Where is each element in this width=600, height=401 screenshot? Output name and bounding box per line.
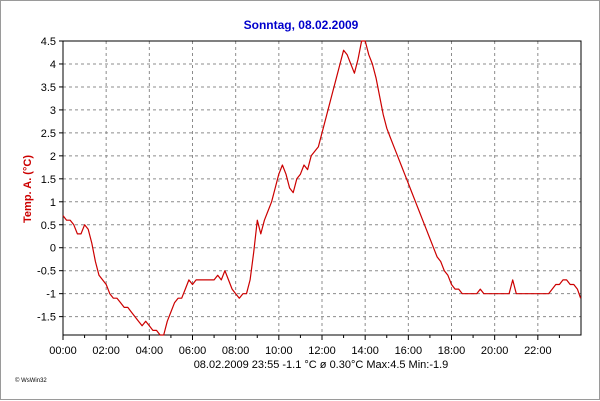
x-tick-label: 10:00: [265, 345, 293, 357]
x-tick-label: 02:00: [92, 345, 120, 357]
x-tick-label: 12:00: [308, 345, 336, 357]
y-tick-label: 0: [50, 243, 56, 255]
y-tick-label: 3.5: [41, 82, 56, 94]
y-tick-label: 1.5: [41, 174, 56, 186]
y-tick-label: 0.5: [41, 220, 56, 232]
x-tick-label: 04:00: [136, 345, 164, 357]
y-tick-label: -1: [46, 289, 56, 301]
x-tick-label: 22:00: [524, 345, 552, 357]
x-tick-label: 18:00: [438, 345, 466, 357]
series: [62, 40, 582, 336]
x-tick-label: 14:00: [351, 345, 379, 357]
y-tick-label: 3: [50, 105, 56, 117]
x-tick-label: 16:00: [395, 345, 423, 357]
y-tick-label: -0.5: [37, 266, 56, 278]
x-tick-label: 20:00: [481, 345, 509, 357]
y-tick-label: -1.5: [37, 312, 56, 324]
grid: [63, 40, 581, 335]
x-tick-labels: 00:00 02:00 04:00 06:00 08:00 10:00 12:00 14:00…: [49, 335, 560, 357]
y-tick-label: 2.5: [41, 128, 56, 140]
x-tick-label: 06:00: [179, 345, 207, 357]
x-tick-label: 00:00: [49, 345, 77, 357]
y-tick-labels: 4.5 4 3.5 3 2.5 2 1.5 1 0.5 0 -0.5 -1 -1.5: [37, 36, 63, 324]
y-tick-label: 1: [50, 197, 56, 209]
chart-footer: 08.02.2009 23:55 -1.1 °C ø 0.30°C Max:4.…: [194, 359, 449, 371]
chart-title: Sonntag, 08.02.2009: [244, 18, 359, 32]
y-axis-label: Temp. A. (°C): [22, 155, 34, 223]
y-tick-label: 4: [50, 59, 56, 71]
temperature-series-line: [62, 40, 582, 336]
credit-label: © WsWin32: [15, 377, 47, 384]
x-tick-label: 08:00: [222, 345, 250, 357]
y-tick-label: 4.5: [41, 36, 56, 48]
y-tick-label: 2: [50, 151, 56, 163]
